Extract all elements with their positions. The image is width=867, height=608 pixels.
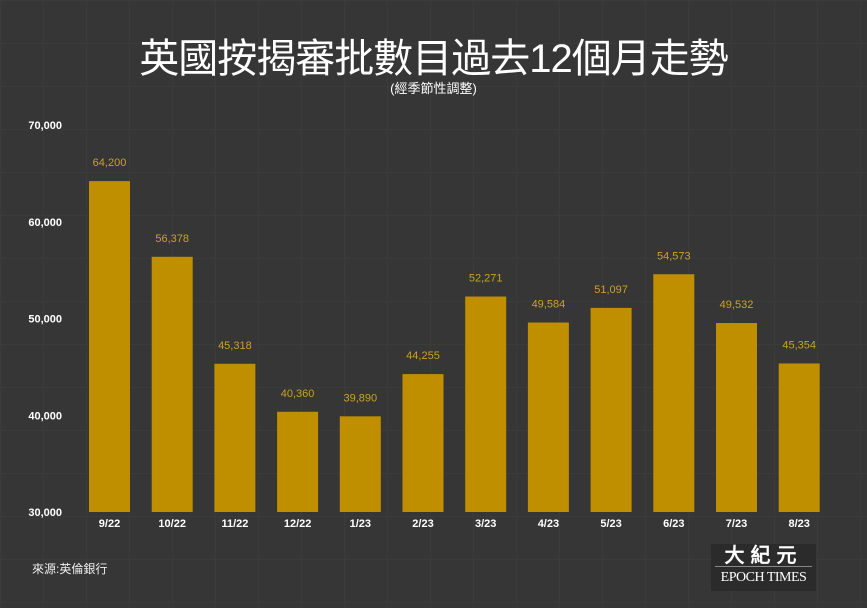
y-tick-label: 70,000 [28,120,62,132]
x-tick-label: 4/23 [538,518,559,530]
x-tick-label: 10/22 [158,518,186,530]
bar-8/23 [778,363,820,512]
data-label: 49,532 [720,299,754,311]
bar-12/22 [277,411,319,512]
data-label: 51,097 [594,284,628,296]
y-tick-label: 50,000 [28,314,62,326]
data-label: 45,354 [782,339,816,351]
data-label: 45,318 [218,340,252,352]
data-label: 39,890 [343,392,377,404]
bar-4/23 [527,322,569,512]
bar-1/23 [339,416,381,512]
data-label: 64,200 [93,157,127,169]
data-label: 40,360 [281,388,315,400]
x-tick-label: 11/22 [221,518,248,530]
x-tick-label: 9/22 [99,518,120,530]
data-label: 44,255 [406,350,440,362]
x-tick-label: 12/22 [284,518,312,530]
x-tick-label: 8/23 [788,518,809,530]
data-label: 56,378 [155,233,189,245]
y-tick-label: 30,000 [28,507,62,519]
bar-11/22 [214,363,256,512]
y-tick-label: 40,000 [28,410,62,422]
bar-3/23 [465,296,507,512]
source-note: 來源:英倫銀行 [32,562,108,576]
x-tick-label: 2/23 [412,518,433,530]
chart-title: 英國按揭審批數目過去12個月走勢 [139,37,729,81]
logo-cn: 大紀元 [715,544,812,567]
x-tick-label: 5/23 [600,518,621,530]
bar-5/23 [590,307,632,512]
bar-7/23 [716,323,757,512]
data-label: 54,573 [657,250,691,262]
data-label: 52,271 [469,273,503,285]
logo-en: EPOCH TIMES [720,570,807,585]
x-tick-label: 3/23 [475,518,496,530]
bar-6/23 [653,274,695,512]
chart-subtitle: (經季節性調整) [390,81,477,96]
epoch-times-logo: 大紀元 EPOCH TIMES [711,544,816,591]
x-tick-label: 6/23 [663,518,684,530]
x-tick-label: 7/23 [726,518,747,530]
bar-9/22 [89,181,130,513]
y-tick-label: 60,000 [28,217,62,229]
data-label: 49,584 [532,299,566,311]
x-tick-label: 1/23 [350,518,371,530]
bar-2/23 [402,374,444,512]
bar-10/22 [151,256,193,512]
